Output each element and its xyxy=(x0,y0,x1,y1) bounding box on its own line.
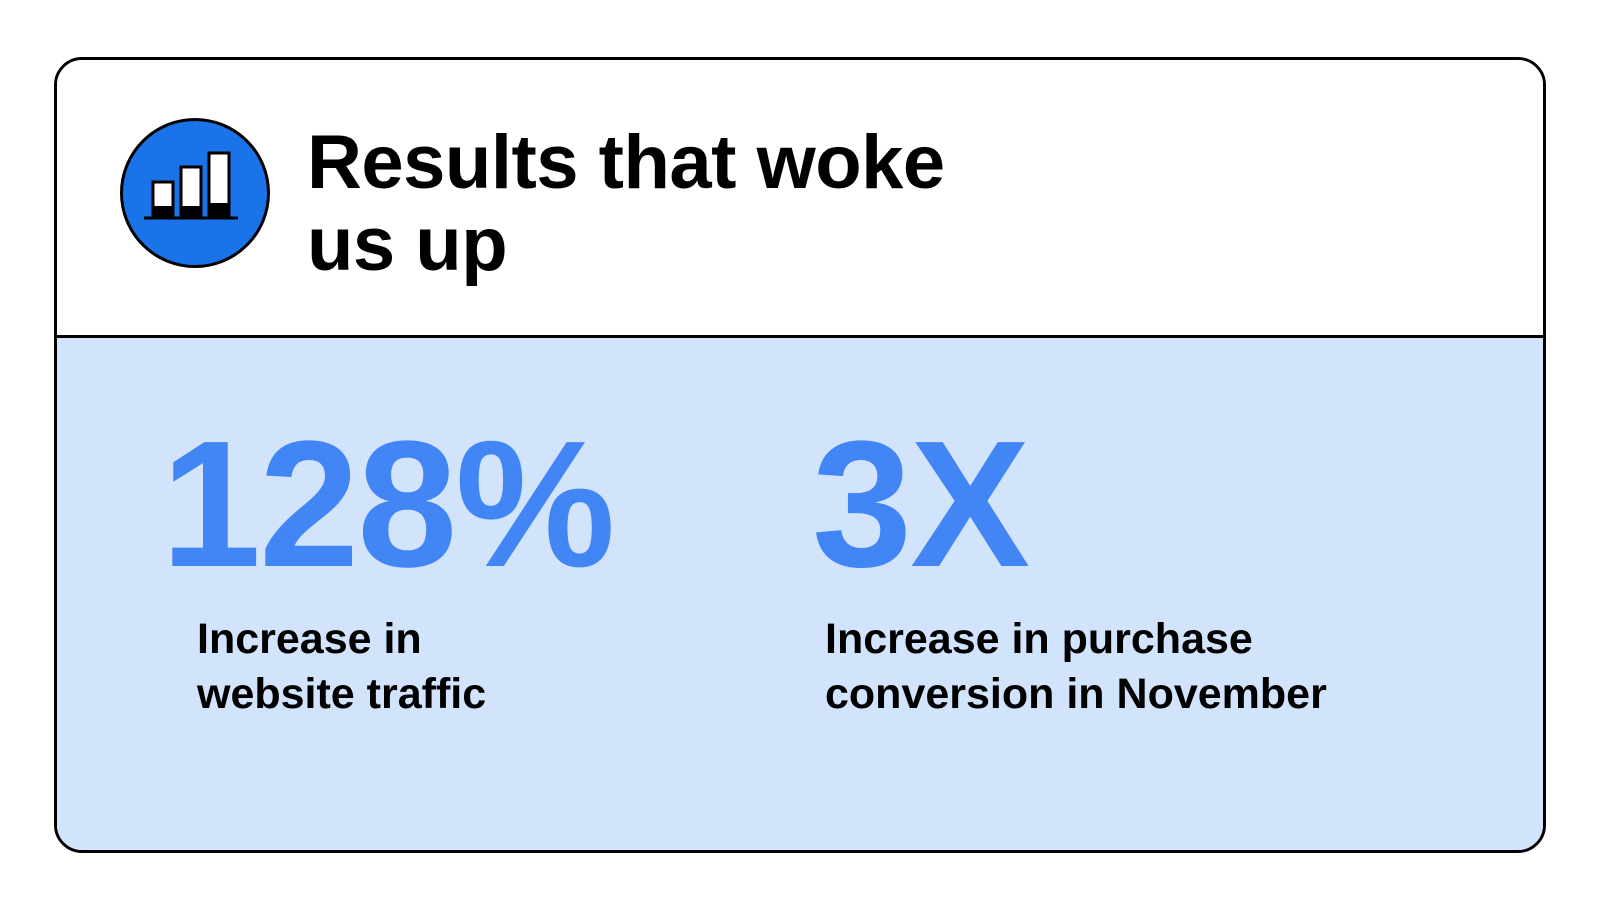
title-line-1: Results that woke xyxy=(307,120,945,205)
title-line-2: us up xyxy=(307,202,508,287)
stat-label: Increase in purchase conversion in Novem… xyxy=(825,612,1327,722)
results-card: Results that woke us up 128% Increase in… xyxy=(54,57,1546,853)
bar-chart-icon xyxy=(120,118,270,268)
stat-label-line-1: Increase in xyxy=(197,615,422,663)
stat-label: Increase in website traffic xyxy=(197,612,486,722)
stat-label-line-2: website traffic xyxy=(197,670,487,718)
stat-value: 3X xyxy=(812,404,1030,605)
stat-value: 128% xyxy=(161,404,615,605)
page-title: Results that woke us up xyxy=(307,122,1067,286)
stats-panel: 128% Increase in website traffic 3X Incr… xyxy=(57,338,1543,850)
stat-label-line-1: Increase in purchase xyxy=(825,615,1253,663)
stat-label-line-2: conversion in November xyxy=(825,670,1327,718)
card-header: Results that woke us up xyxy=(57,60,1543,338)
